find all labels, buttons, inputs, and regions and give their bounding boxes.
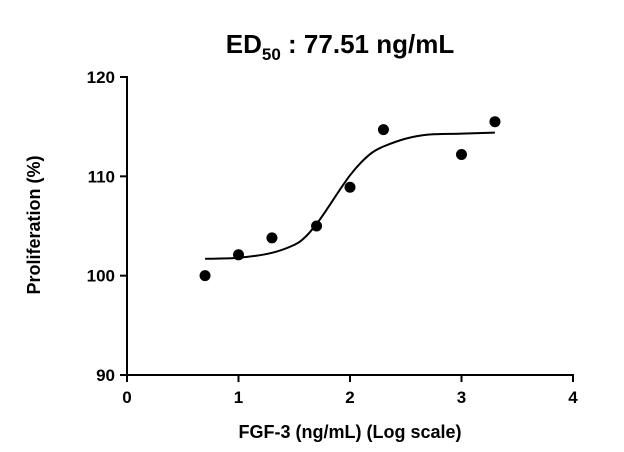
x-axis-label: FGF-3 (ng/mL) (Log scale) [239,422,462,442]
data-point [311,220,323,232]
y-tick-labels: 90 100 110 120 [87,68,115,385]
data-point [456,148,467,160]
data-point [233,249,244,261]
x-tick-labels: 0 1 2 3 4 [122,388,578,407]
y-tick-label: 120 [87,68,115,87]
data-point [266,232,278,244]
chart-title: ED50 : 77.51 ng/mL [226,29,455,64]
data-points [199,116,501,282]
y-tick-label: 110 [88,167,115,186]
axes [120,76,574,382]
chart-title-suffix: : 77.51 ng/mL [281,29,454,59]
x-tick-label: 4 [568,388,578,407]
fit-curve [205,131,495,260]
chart-title-subscript: 50 [262,45,281,64]
x-tick-label: 0 [122,388,131,407]
y-tick-label: 100 [87,267,115,286]
x-tick-label: 3 [457,388,466,407]
data-point [344,181,356,193]
x-tick-label: 2 [345,388,354,407]
data-point [489,116,501,128]
y-tick-label: 90 [96,366,115,385]
data-point [199,270,211,282]
chart-title-main: ED [226,29,262,59]
data-point [377,124,389,136]
y-axis-label: Proliferation (%) [24,155,44,294]
x-tick-label: 1 [234,388,243,407]
